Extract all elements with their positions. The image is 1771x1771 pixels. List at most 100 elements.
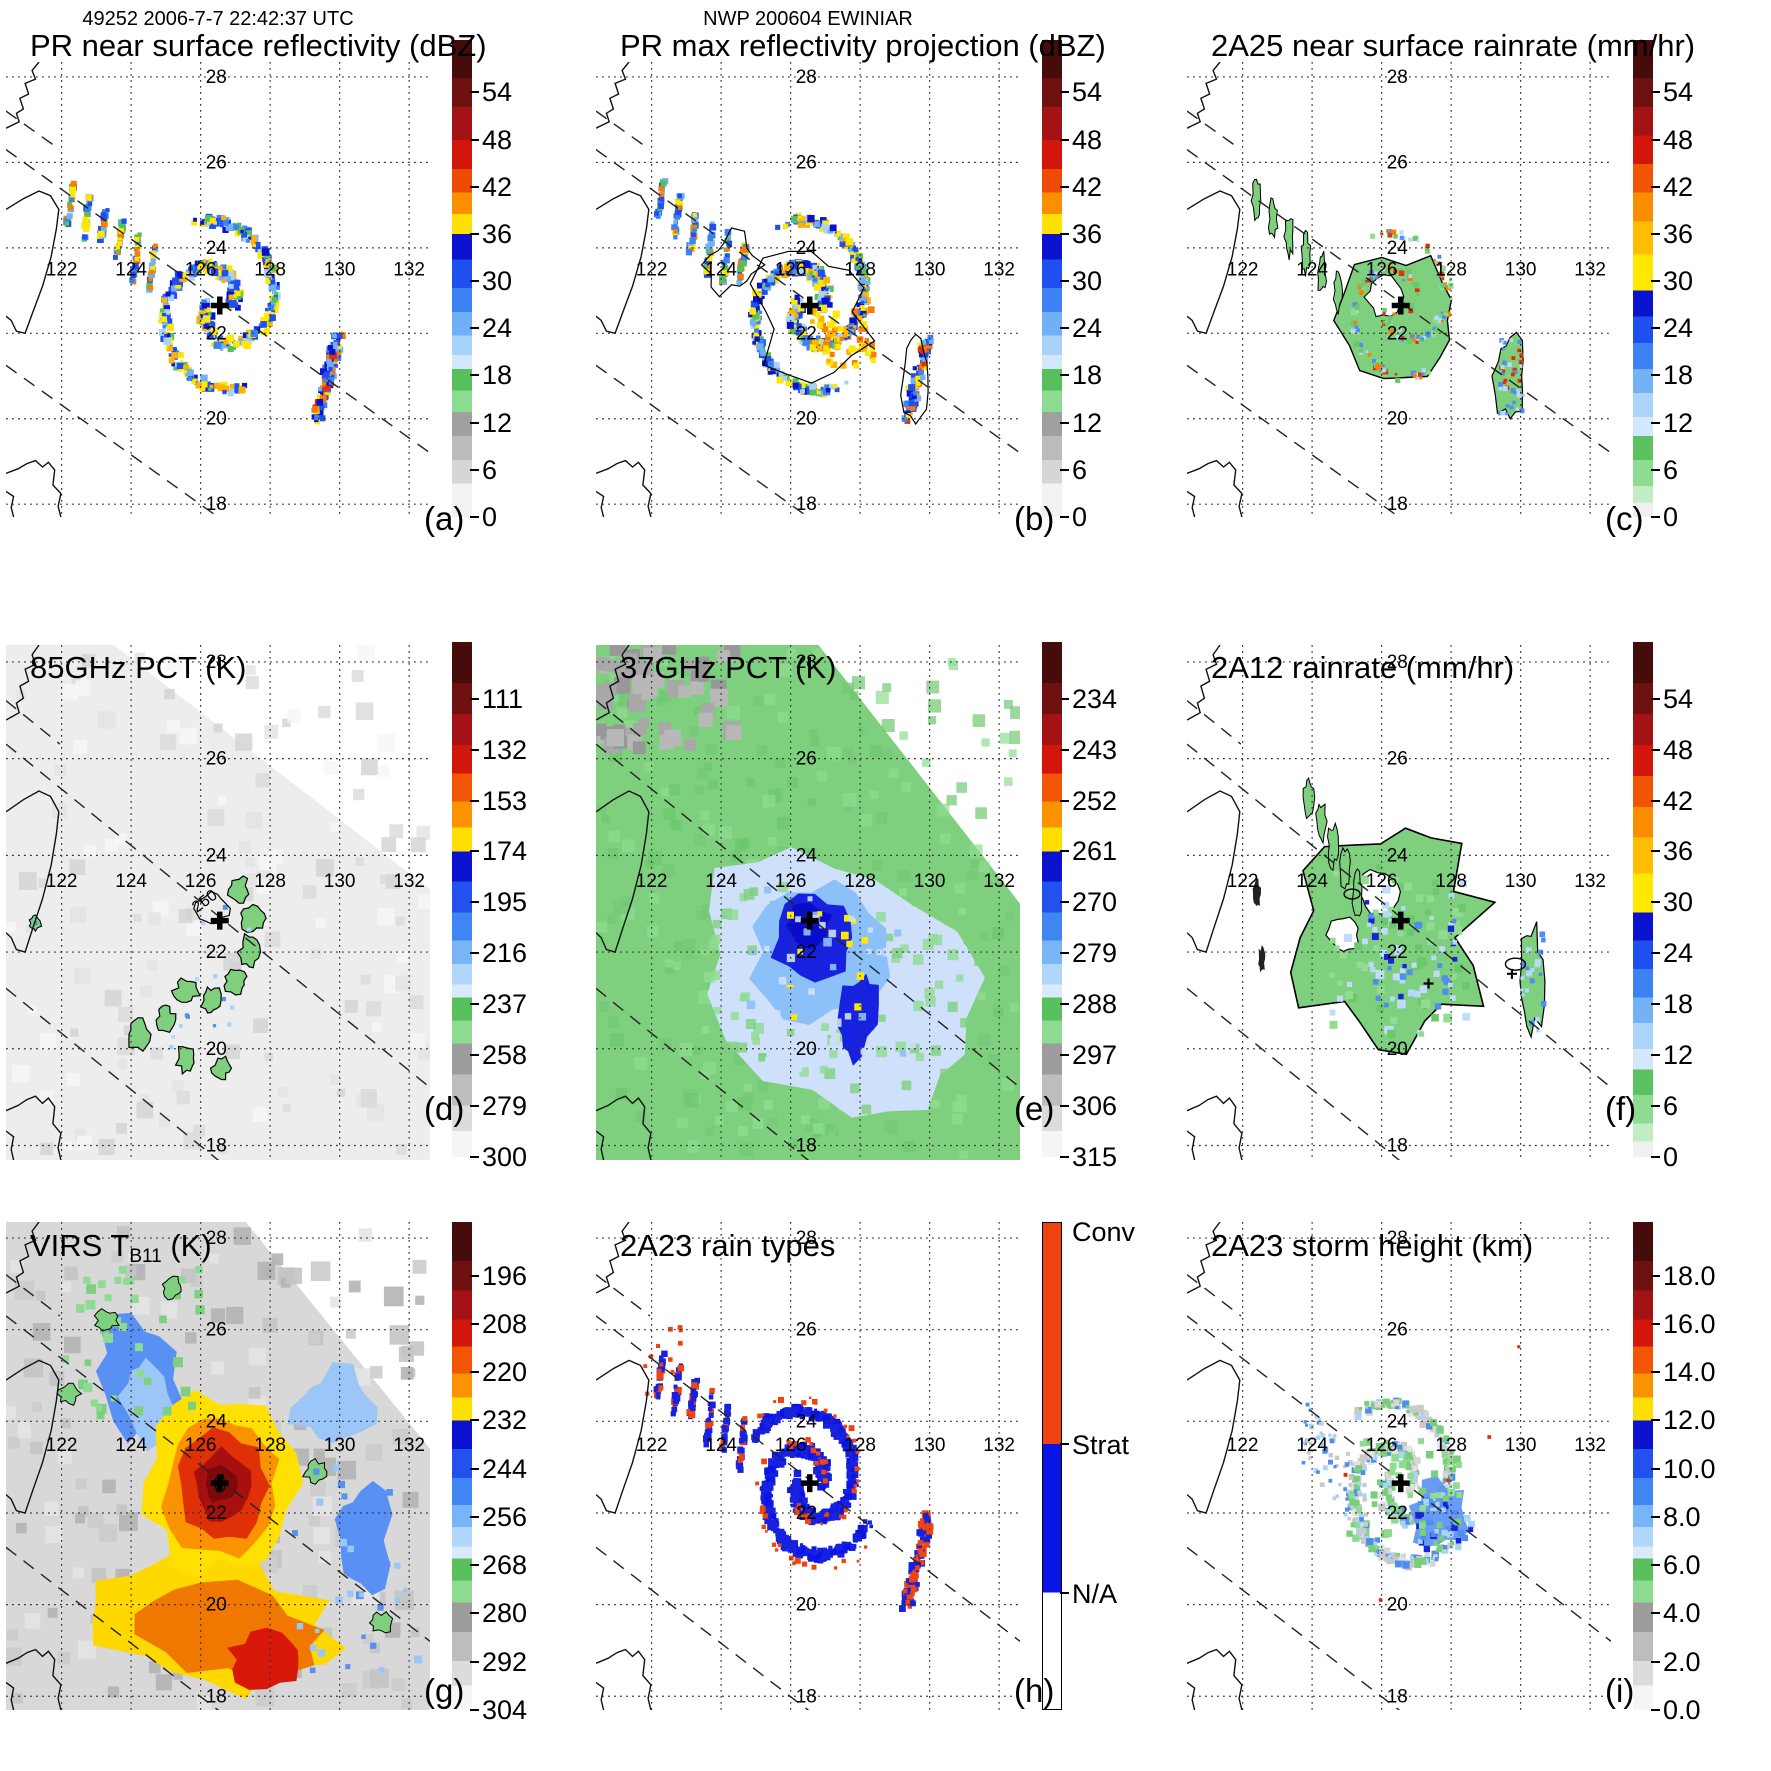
panel-b: NWP 200604 EWINIAR PR max reflectivity p…: [590, 0, 1180, 572]
colorbar-tick: [1060, 1003, 1069, 1006]
panel-c-map: 122 124 126 128 130 132 28 26 24 22 20 18: [1187, 62, 1611, 517]
svg-text:124: 124: [115, 871, 147, 892]
colorbar-tick-label: 36: [1072, 218, 1103, 249]
svg-text:126: 126: [185, 260, 217, 281]
colorbar-tick: [1651, 1322, 1660, 1325]
panel-b-title: PR max reflectivity projection (dBZ): [620, 28, 1106, 63]
map-artwork: [63, 180, 346, 425]
svg-text:22: 22: [206, 942, 227, 963]
colorbar-tick-label: 42: [1663, 785, 1694, 816]
colorbar-tick: [470, 952, 479, 955]
svg-text:28: 28: [796, 1228, 817, 1249]
svg-text:124: 124: [115, 260, 147, 281]
svg-text:128: 128: [844, 871, 876, 892]
colorbar-tick: [1651, 1709, 1660, 1711]
storm-center-marker: [1391, 296, 1410, 315]
colorbar-tick-label: 12: [1663, 407, 1694, 438]
svg-text:126: 126: [1366, 260, 1398, 281]
panel-e-letter: (e): [1014, 1090, 1055, 1127]
svg-text:24: 24: [206, 238, 228, 259]
svg-text:18: 18: [1387, 494, 1408, 515]
svg-text:132: 132: [393, 1435, 425, 1456]
svg-text:28: 28: [796, 652, 817, 673]
svg-text:126: 126: [185, 871, 217, 892]
svg-text:124: 124: [115, 1435, 147, 1456]
svg-text:24: 24: [206, 845, 228, 866]
map-artwork: [6, 1222, 430, 1710]
colorbar-tick-label: 252: [1072, 785, 1118, 816]
map-artwork: [1301, 1345, 1521, 1602]
colorbar-tick-label: 232: [482, 1405, 528, 1436]
colorbar-tick: [470, 280, 479, 283]
colorbar-tick-label: 14.0: [1663, 1357, 1716, 1388]
colorbar-tick-label: 18: [1072, 360, 1103, 391]
colorbar-tick: [1651, 1371, 1660, 1374]
svg-text:126: 126: [1366, 871, 1398, 892]
svg-text:26: 26: [206, 749, 227, 770]
svg-text:20: 20: [206, 1039, 227, 1060]
colorbar-tick-label: 24: [482, 313, 513, 344]
colorbar-tick: [1651, 516, 1660, 518]
coastline: [1187, 62, 1243, 517]
panel-f: 2A12 rainrate (mm/hr) 122 124 126 128 130 132…: [1181, 572, 1771, 1184]
colorbar-tick-label: 18: [1663, 989, 1694, 1020]
svg-text:126: 126: [185, 1435, 217, 1456]
colorbar-category-label: Strat: [1072, 1430, 1130, 1461]
colorbar-tick: [1060, 468, 1069, 471]
colorbar-category-label: Conv: [1072, 1217, 1136, 1247]
panel-g-title-subscript: B11: [129, 1246, 162, 1267]
colorbar-tick-label: 244: [482, 1453, 528, 1484]
colorbar-tick: [1651, 91, 1660, 94]
panel-a: 49252 2006-7-7 22:42:37 UTC PR near surf…: [0, 0, 590, 572]
colorbar-tick-label: 6: [1663, 454, 1679, 485]
colorbar-tick-label: 16.0: [1663, 1308, 1716, 1339]
svg-text:28: 28: [206, 1228, 227, 1249]
colorbar-tick: [1060, 1443, 1069, 1446]
colorbar-tick: [470, 516, 479, 518]
svg-text:26: 26: [1387, 152, 1408, 173]
colorbar-tick: [1651, 1003, 1660, 1006]
panel-c-letter: (c): [1605, 500, 1644, 537]
map-artwork: [643, 1325, 934, 1612]
graticule-labels: 122 124 126 128 130 132 28 26 24 22 20 18: [1227, 67, 1606, 515]
colorbar-tick-label: 42: [482, 171, 513, 202]
colorbar-tick-label: 216: [482, 938, 528, 969]
colorbar-tick-label: 54: [1072, 77, 1103, 108]
svg-text:132: 132: [393, 260, 425, 281]
colorbar-tick-label: 12: [1663, 1040, 1694, 1071]
panel-i: 2A23 storm height (km) 122 124 126 128 130 13…: [1181, 1184, 1771, 1771]
svg-text:20: 20: [796, 1595, 817, 1616]
panel-h-title: 2A23 rain types: [620, 1228, 836, 1263]
map-artwork: [596, 645, 1020, 1160]
colorbar-tick: [1651, 1054, 1660, 1057]
svg-text:26: 26: [206, 1320, 227, 1341]
svg-text:18: 18: [796, 1686, 817, 1707]
colorbar-tick-label: 279: [1072, 938, 1118, 969]
svg-text:128: 128: [1435, 871, 1467, 892]
colorbar-tick-label: 174: [482, 836, 528, 867]
svg-text:130: 130: [914, 1435, 946, 1456]
svg-text:28: 28: [1387, 652, 1408, 673]
svg-text:122: 122: [46, 871, 78, 892]
svg-text:130: 130: [914, 260, 946, 281]
colorbar-tick-label: 300: [482, 1142, 528, 1172]
svg-text:124: 124: [1296, 260, 1328, 281]
svg-text:18: 18: [206, 1135, 227, 1156]
colorbar-tick-label: 30: [1663, 266, 1694, 297]
svg-text:26: 26: [1387, 749, 1408, 770]
panel-d-letter: (d): [424, 1090, 465, 1127]
colorbar-tick: [1060, 1591, 1069, 1594]
svg-text:20: 20: [1387, 409, 1408, 430]
colorbar-tick: [470, 468, 479, 471]
panel-e-map: 122 124 126 128 130 132 28 26 24 22 20 18: [596, 645, 1020, 1160]
colorbar-tick-label: 237: [482, 989, 528, 1020]
colorbar-tick: [470, 232, 479, 235]
graticule-labels: 122 124 126 128 130 132 28 26 24 22 20 18: [46, 1228, 425, 1707]
panel-i-title: 2A23 storm height (km): [1211, 1228, 1534, 1263]
storm-center-marker: [210, 911, 229, 930]
colorbar-tick-label: 0: [1663, 1142, 1679, 1172]
svg-text:122: 122: [636, 1435, 668, 1456]
colorbar-tick: [1651, 1660, 1660, 1663]
storm-center-marker: [1391, 1474, 1410, 1493]
colorbar-tick-label: 153: [482, 785, 528, 816]
